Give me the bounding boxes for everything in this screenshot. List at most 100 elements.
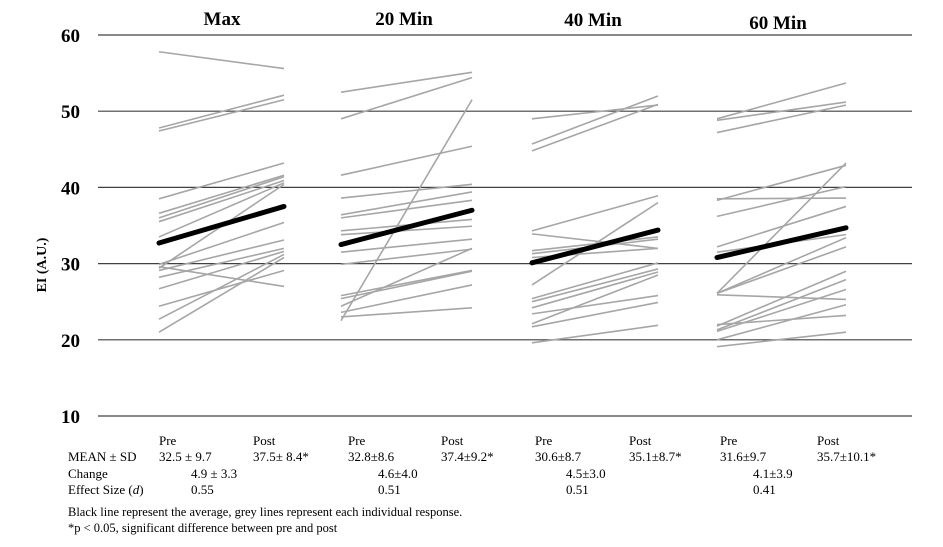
pre-header: Pre — [348, 433, 366, 448]
individual-line — [340, 99, 473, 322]
effect-size-text: Effect Size ( — [68, 482, 133, 497]
panel-title: 40 Min — [564, 10, 622, 31]
individual-line — [158, 269, 285, 308]
panel-60-min: 60 Min — [714, 13, 849, 348]
row-label-change: Change — [68, 466, 108, 481]
gridlines — [98, 34, 912, 417]
individual-line — [340, 284, 473, 314]
post-header: Post — [253, 433, 276, 448]
individual-line — [716, 314, 847, 326]
individual-line — [158, 179, 285, 223]
y-tick-label: 40 — [61, 178, 80, 199]
individual-line — [716, 164, 847, 202]
pre-mean-sd: 32.5 ± 9.7 — [159, 449, 212, 464]
individual-line — [158, 247, 285, 279]
individual-line — [716, 101, 847, 122]
effect-size-value: 0.51 — [566, 482, 589, 497]
individual-line — [158, 253, 285, 320]
y-tick-label: 50 — [61, 102, 80, 123]
individual-line — [340, 183, 473, 199]
individual-line — [716, 236, 847, 295]
post-header: Post — [629, 433, 652, 448]
individual-line — [531, 201, 659, 286]
y-axis-label: EI (A.U.) — [35, 237, 50, 292]
individual-line — [716, 82, 847, 120]
individual-line — [716, 303, 847, 341]
individual-line — [531, 233, 659, 250]
individual-line — [531, 301, 659, 328]
y-tick-label: 10 — [61, 407, 80, 428]
post-mean-sd: 37.5± 8.4* — [253, 449, 309, 464]
individual-line — [716, 197, 847, 200]
individual-line — [158, 174, 285, 215]
effect-size-d: d — [132, 482, 140, 497]
individual-line — [716, 205, 847, 248]
individual-line — [340, 71, 473, 93]
post-mean-sd: 35.1±8.7* — [629, 449, 682, 464]
individual-line — [158, 256, 285, 333]
effect-size-value: 0.55 — [191, 482, 214, 497]
individual-line — [716, 246, 847, 295]
panel-title: Max — [204, 9, 241, 30]
individual-line — [531, 268, 659, 303]
individual-line — [531, 195, 659, 232]
y-tick-label: 20 — [61, 331, 80, 352]
effect-size-value: 0.41 — [753, 482, 776, 497]
individual-line — [158, 50, 285, 70]
individual-line — [716, 270, 847, 327]
individual-line — [716, 288, 847, 333]
pre-mean-sd: 32.8±8.6 — [348, 449, 395, 464]
individual-line — [531, 104, 659, 120]
y-tick-label: 30 — [61, 255, 80, 276]
individual-line — [340, 247, 473, 308]
pre-header: Pre — [720, 433, 738, 448]
panel-20-min: 20 Min — [338, 9, 475, 322]
individual-line — [158, 162, 285, 200]
pre-mean-sd: 31.6±9.7 — [720, 449, 767, 464]
post-header: Post — [817, 433, 840, 448]
panels: Max 20 Min 40 Min 60 Min — [156, 9, 849, 348]
pre-mean-sd: 30.6±8.7 — [535, 449, 582, 464]
y-axis-ticks: 10 20 30 40 50 60 — [61, 26, 80, 428]
chart-area: 10 20 30 40 50 60 EI (A.U.) Max 20 Min 40 Min 60… — [35, 9, 912, 428]
mean-line — [529, 227, 661, 266]
individual-line — [340, 225, 473, 236]
post-mean-sd: 35.7±10.1* — [817, 449, 877, 464]
individual-line — [531, 95, 659, 145]
individual-line — [340, 191, 473, 216]
individual-line — [716, 104, 847, 134]
change-value: 4.5±3.0 — [566, 466, 606, 481]
individual-line — [531, 274, 659, 325]
individual-line — [531, 324, 659, 344]
individual-line — [158, 265, 285, 288]
y-tick-label: 60 — [61, 26, 80, 47]
individual-line — [340, 306, 473, 318]
effect-size-close: ) — [139, 482, 144, 497]
mean-line — [714, 225, 849, 261]
individual-line — [716, 294, 847, 301]
individual-line — [158, 239, 285, 272]
individual-line — [531, 294, 659, 315]
pre-header: Pre — [159, 433, 177, 448]
pre-header: Pre — [535, 433, 553, 448]
panel-40-min: 40 Min — [529, 10, 661, 344]
individual-line — [716, 331, 847, 348]
individual-line — [158, 221, 285, 266]
individual-line — [340, 76, 473, 120]
mean-line — [338, 207, 475, 248]
individual-line — [340, 270, 473, 300]
post-mean-sd: 37.4±9.2* — [441, 449, 494, 464]
individual-line — [158, 250, 285, 290]
individual-line — [340, 248, 473, 266]
panel-title: 20 Min — [375, 9, 433, 30]
individual-line — [531, 262, 659, 300]
individual-line — [340, 238, 473, 253]
individual-line — [716, 185, 847, 218]
footnote-legend: Black line represent the average, grey l… — [68, 505, 463, 519]
individual-line — [531, 271, 659, 309]
effect-size-value: 0.51 — [378, 482, 401, 497]
individual-line — [716, 162, 847, 294]
individual-line — [531, 103, 659, 152]
individual-line — [340, 269, 473, 297]
change-value: 4.9 ± 3.3 — [191, 466, 238, 481]
